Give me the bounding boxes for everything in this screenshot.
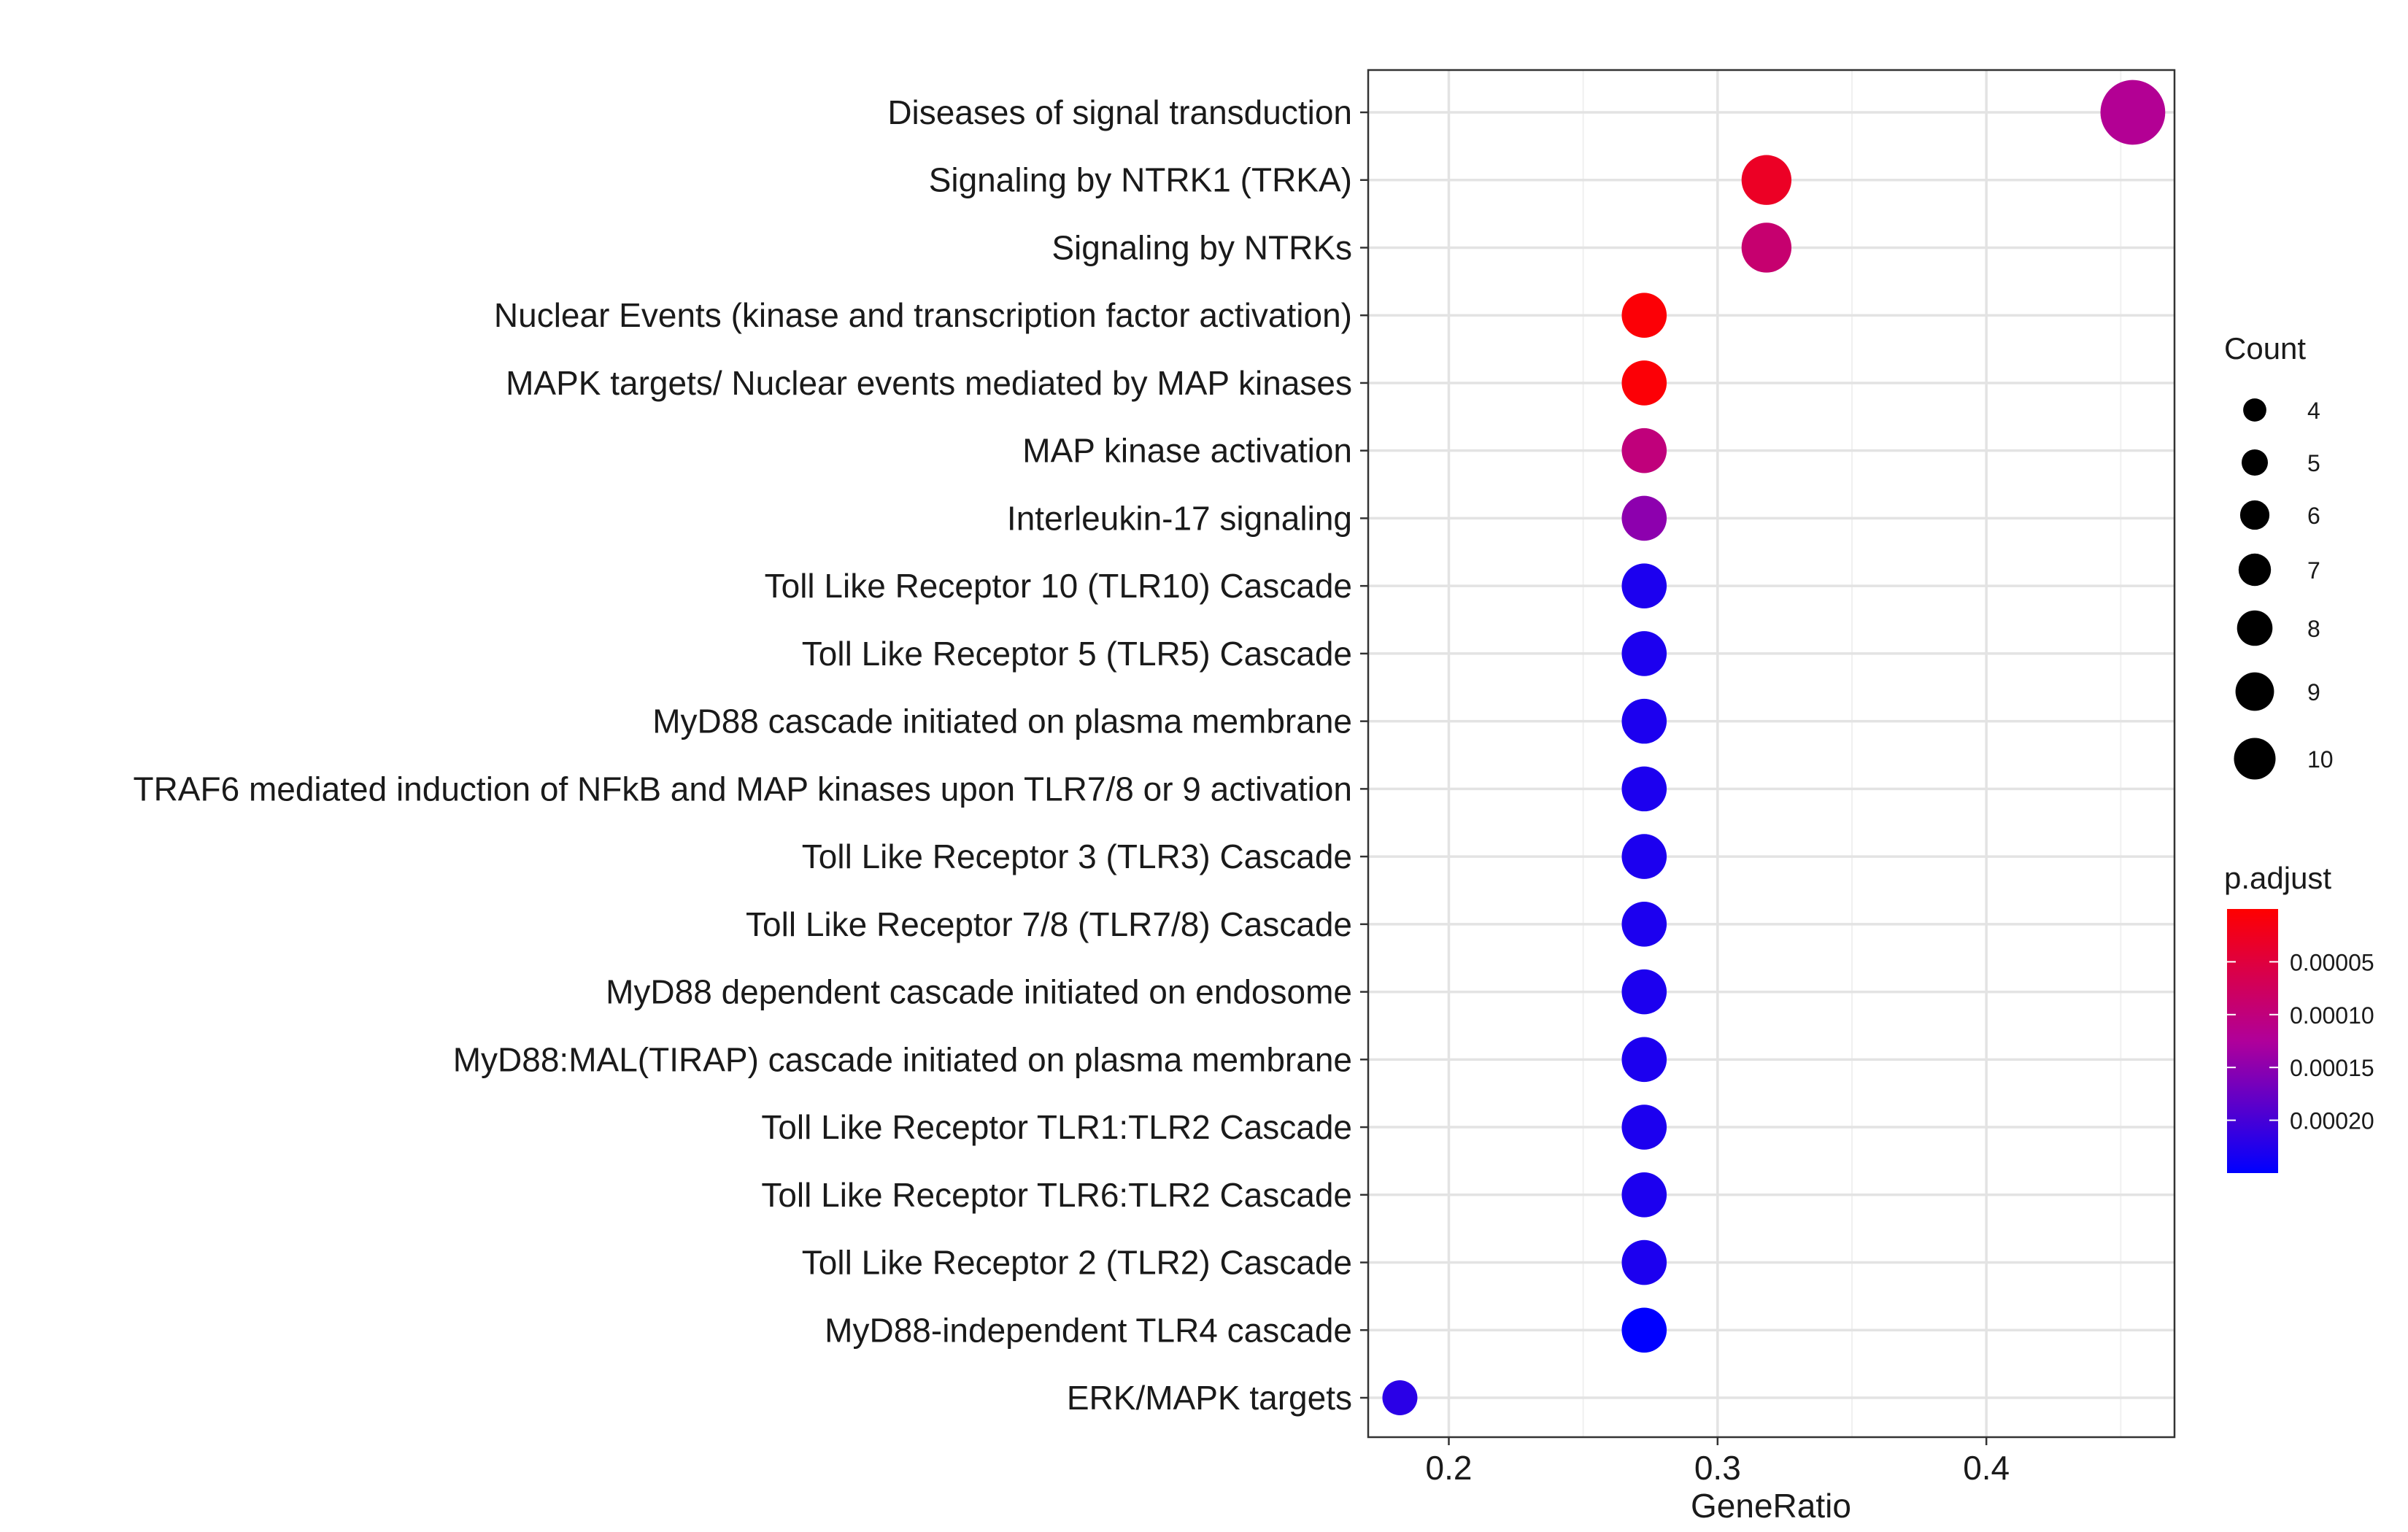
y-tick-label: MyD88:MAL(TIRAP) cascade initiated on pl… (453, 1040, 1352, 1078)
data-point (1382, 1380, 1418, 1415)
data-point (2100, 80, 2166, 145)
data-point (1621, 969, 1667, 1015)
colorbar-tick-label: 0.00015 (2290, 1055, 2374, 1081)
data-point (1621, 360, 1667, 406)
data-point (1621, 428, 1667, 473)
y-tick-label: MyD88 dependent cascade initiated on end… (606, 973, 1352, 1011)
data-point (1621, 563, 1667, 608)
y-tick-label: Interleukin-17 signaling (1007, 499, 1352, 537)
y-axis: Diseases of signal transduction Signaling… (133, 93, 1368, 1417)
count-legend-label: 9 (2307, 679, 2320, 705)
y-tick-label: Signaling by NTRKs (1051, 228, 1352, 266)
y-tick-label: Toll Like Receptor 3 (TLR3) Cascade (802, 837, 1352, 875)
data-point (1621, 293, 1667, 338)
y-tick-label: MAPK targets/ Nuclear events mediated by… (506, 364, 1352, 402)
count-legend-dot (2239, 500, 2270, 530)
data-points (1382, 80, 2166, 1415)
data-point (1621, 1307, 1667, 1353)
y-tick-label: Toll Like Receptor 5 (TLR5) Cascade (802, 635, 1352, 673)
x-tick-label: 0.4 (1963, 1449, 2010, 1487)
y-tick-label: Diseases of signal transduction (887, 93, 1352, 131)
count-legend-dot (2242, 449, 2268, 476)
p-adjust-legend: p.adjust 0.00005 0.00010 0.00015 0.00020 (2224, 861, 2374, 1173)
y-tick-label: Toll Like Receptor 7/8 (TLR7/8) Cascade (746, 905, 1352, 943)
count-legend-label: 5 (2307, 450, 2320, 476)
count-legend-dot (2234, 738, 2276, 780)
count-legend-dot (2238, 553, 2272, 587)
count-legend-dot (2235, 672, 2274, 711)
y-tick-label: Toll Like Receptor TLR1:TLR2 Cascade (761, 1108, 1352, 1146)
y-tick-label: MyD88 cascade initiated on plasma membra… (652, 703, 1352, 740)
y-tick-label: ERK/MAPK targets (1067, 1379, 1352, 1417)
y-tick-label: Toll Like Receptor 2 (TLR2) Cascade (802, 1244, 1352, 1282)
y-tick-label: Toll Like Receptor TLR6:TLR2 Cascade (761, 1176, 1352, 1214)
plot-panel-border (1367, 69, 2176, 1439)
x-tick-label: 0.2 (1426, 1449, 1473, 1487)
x-axis: 0.2 0.3 0.4 (1426, 1437, 2010, 1487)
p-adjust-colorbar (2227, 909, 2278, 1173)
data-point (1621, 1239, 1667, 1285)
count-legend-title: Count (2224, 331, 2306, 365)
count-legend-label: 8 (2307, 616, 2320, 642)
y-tick-label: TRAF6 mediated induction of NFkB and MAP… (133, 770, 1352, 808)
count-legend-dot (2237, 610, 2273, 646)
y-tick-label: Nuclear Events (kinase and transcription… (494, 296, 1352, 334)
count-legend-label: 6 (2307, 503, 2320, 529)
colorbar-tick-label: 0.00005 (2290, 949, 2374, 975)
x-tick-label: 0.3 (1694, 1449, 1741, 1487)
count-legend-label: 7 (2307, 557, 2320, 584)
data-point (1621, 631, 1667, 676)
x-axis-title: GeneRatio (1691, 1487, 1851, 1525)
count-legend-label: 4 (2307, 398, 2320, 424)
data-point (1621, 1104, 1667, 1150)
count-legend-label: 10 (2307, 746, 2334, 773)
count-legend: Count 4 5 6 7 8 9 10 (2224, 331, 2334, 780)
count-legend-dot (2243, 398, 2266, 422)
y-tick-label: Signaling by NTRK1 (TRKA) (929, 161, 1352, 199)
data-point (1621, 766, 1667, 812)
data-point (1621, 834, 1667, 879)
data-point (1621, 902, 1667, 947)
colorbar-tick-label: 0.00020 (2290, 1108, 2374, 1134)
y-tick-label: MAP kinase activation (1022, 432, 1352, 470)
colorbar-tick-label: 0.00010 (2290, 1002, 2374, 1029)
y-tick-label: Toll Like Receptor 10 (TLR10) Cascade (765, 567, 1352, 605)
p-adjust-legend-title: p.adjust (2224, 861, 2331, 895)
data-point (1741, 155, 1792, 205)
y-tick-label: MyD88-independent TLR4 cascade (825, 1311, 1352, 1349)
data-point (1741, 223, 1792, 273)
data-point (1621, 1037, 1667, 1083)
data-point (1621, 698, 1667, 744)
grid-lines (1368, 70, 2174, 1437)
data-point (1621, 1172, 1667, 1218)
data-point (1621, 495, 1667, 541)
